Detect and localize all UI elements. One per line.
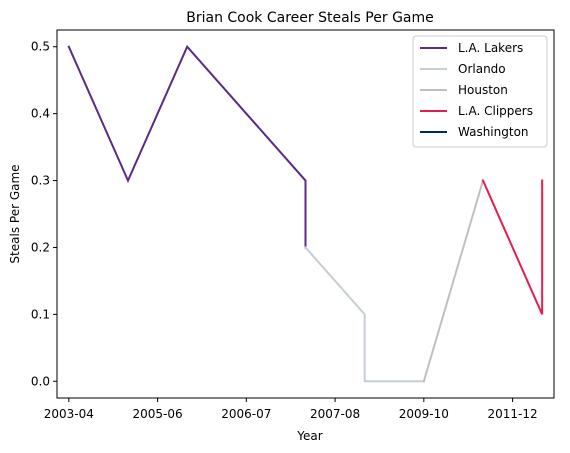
legend-label-4: Washington (458, 125, 529, 139)
x-tick-label: 2011-12 (488, 407, 538, 421)
x-axis-ticks: 2003-04 2005-06 2006-07 2007-08 2009-10 2011-… (44, 398, 538, 421)
x-tick-label: 2006-07 (221, 407, 271, 421)
x-tick-label: 2003-04 (44, 407, 94, 421)
y-tick-label: 0.2 (31, 240, 50, 254)
legend-label-1: Orlando (458, 62, 506, 76)
y-tick-label: 0.1 (31, 307, 50, 321)
y-axis-ticks: 0.0 0.1 0.2 0.3 0.4 0.5 (31, 40, 57, 388)
series-layer (67, 44, 544, 383)
plot-frame (56, 29, 555, 399)
series-line-2 (422, 179, 485, 383)
x-tick-label: 2009-10 (399, 407, 449, 421)
axes (56, 29, 555, 399)
legend-label-0: L.A. Lakers (458, 41, 523, 55)
series-line-3 (481, 179, 544, 315)
x-axis-label: Year (296, 429, 322, 443)
x-tick-label: 2005-06 (133, 407, 183, 421)
chart-title: Brian Cook Career Steals Per Game (186, 10, 434, 26)
y-tick-label: 0.5 (31, 40, 50, 54)
series-line-0 (67, 44, 307, 249)
legend-label-2: Houston (458, 83, 508, 97)
legend: L.A. Lakers Orlando Houston L.A. Clippers Wa… (412, 35, 548, 148)
y-tick-label: 0.0 (31, 374, 50, 388)
x-tick-label: 2007-08 (310, 407, 360, 421)
legend-label-3: L.A. Clippers (458, 104, 533, 118)
series-line-1 (304, 246, 425, 383)
y-axis-label: Steals Per Game (8, 164, 22, 263)
y-tick-label: 0.4 (31, 107, 50, 121)
legend-box (412, 35, 548, 148)
legend-items: L.A. Lakers Orlando Houston L.A. Clippers Wa… (420, 41, 533, 139)
y-tick-label: 0.3 (31, 174, 50, 188)
